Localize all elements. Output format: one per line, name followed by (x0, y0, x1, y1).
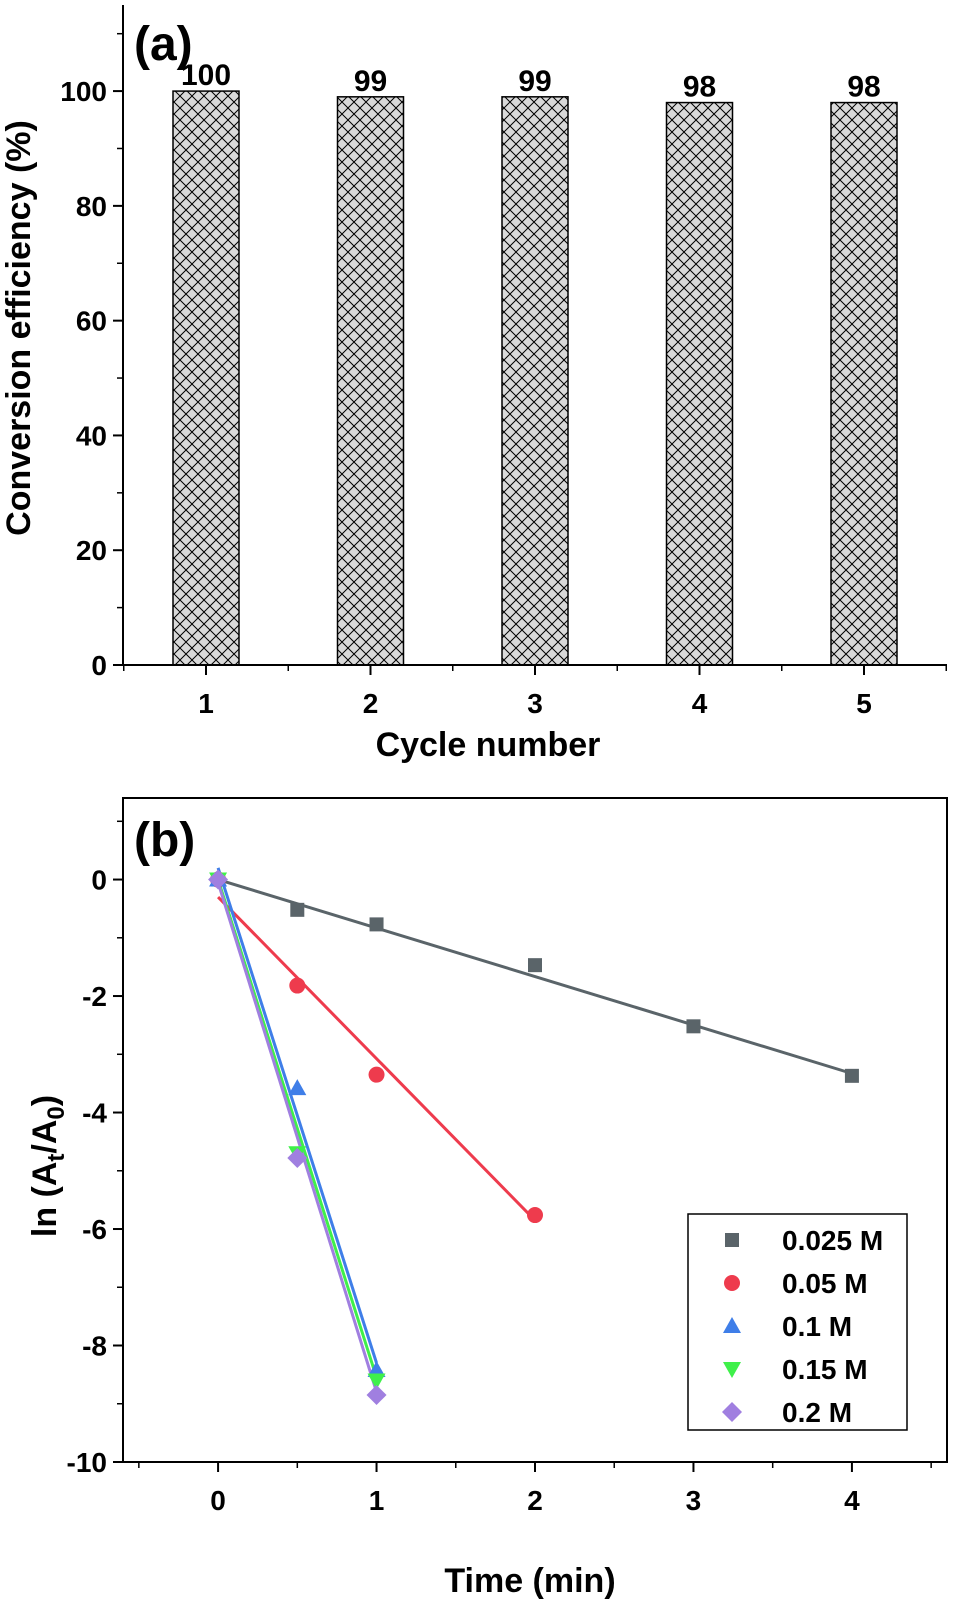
y-tick-label: 40 (76, 420, 107, 451)
x-tick-label: 2 (363, 688, 379, 719)
x-tick-label: 5 (856, 688, 872, 719)
kinetics-scatter-panel: -10 -8 -6 -4 -2 0 0 1 2 3 4 (b) Time (min) ln (At/… (26, 797, 948, 1599)
kinetics-chart-axes: -10 -8 -6 -4 -2 0 0 1 2 3 4 (67, 797, 948, 1516)
x-tick-label: 4 (692, 688, 708, 719)
data-point (366, 1385, 387, 1406)
data-point (290, 902, 305, 917)
data-point (686, 1019, 701, 1034)
data-point (369, 917, 384, 932)
bar-value-labels: 100 99 99 98 98 (181, 59, 881, 103)
x-tick-label: 1 (369, 1485, 385, 1516)
legend-marker (722, 1402, 742, 1422)
data-point (208, 869, 229, 890)
bar-value-label: 99 (354, 65, 387, 98)
bar (172, 90, 240, 666)
bar (665, 101, 734, 666)
y-tick-label: 100 (60, 76, 107, 107)
y-tick-label: -6 (82, 1214, 107, 1245)
fit-line (216, 867, 378, 1364)
x-tick-label: 2 (527, 1485, 543, 1516)
bar (336, 96, 405, 666)
data-point (367, 1360, 386, 1377)
y-tick-label: 60 (76, 306, 107, 337)
data-point (288, 1079, 307, 1096)
bar (830, 101, 898, 666)
bar-series (172, 90, 898, 666)
legend-entry: 0.15 M (782, 1354, 868, 1385)
bar-value-label: 98 (847, 71, 880, 104)
y-tick-label: -10 (67, 1447, 107, 1478)
fit-line (216, 882, 378, 1393)
data-point (289, 977, 306, 994)
y-tick-label: 80 (76, 191, 107, 222)
panel-label-a: (a) (134, 18, 193, 71)
x-tick-label: 0 (210, 1485, 226, 1516)
legend-marker (723, 1362, 741, 1378)
bar (501, 96, 569, 666)
data-point (368, 1066, 385, 1083)
legend-entry: 0.2 M (782, 1397, 852, 1428)
y-tick-label: -2 (82, 981, 107, 1012)
data-point (367, 1373, 386, 1390)
legend: 0.025 M 0.05 M 0.1 M 0.15 M 0.2 M (687, 1213, 908, 1431)
kinetics-chart-xlabel: Time (min) (444, 1562, 615, 1599)
x-tick-label: 4 (844, 1485, 860, 1516)
fit-line (217, 895, 537, 1222)
y-tick-label: 20 (76, 535, 107, 566)
bar-chart-ylabel: Conversion efficiency (%) (0, 120, 38, 536)
bar-value-label: 100 (181, 59, 231, 92)
legend-entry: 0.1 M (782, 1311, 852, 1342)
legend-marker (725, 1233, 739, 1247)
data-point (844, 1068, 859, 1083)
legend-box (687, 1213, 908, 1431)
data-point (527, 1207, 543, 1224)
x-tick-label: 3 (527, 688, 543, 719)
bar-chart-panel: 100 99 99 98 98 0 20 40 60 80 100 1 2 3 4 5 (a) Cycle … (0, 5, 947, 764)
legend-entry: 0.025 M (782, 1225, 883, 1256)
legend-marker (724, 1275, 740, 1291)
legend-marker (723, 1317, 741, 1333)
fit-lines (216, 867, 853, 1393)
bar-value-label: 98 (683, 71, 716, 104)
data-point (287, 1147, 308, 1168)
panel-label-b: (b) (134, 814, 195, 867)
bar-chart-xlabel: Cycle number (376, 726, 601, 764)
y-tick-label: 0 (91, 865, 107, 896)
y-tick-label: 0 (91, 650, 107, 681)
kinetics-chart-ylabel: ln (At/A0) (26, 1095, 70, 1237)
data-point (528, 958, 542, 973)
bar-value-label: 99 (518, 65, 551, 98)
y-tick-label: -4 (82, 1098, 107, 1129)
legend-entry: 0.05 M (782, 1268, 868, 1299)
x-tick-label: 1 (198, 688, 214, 719)
data-points (208, 869, 859, 1406)
bar-chart-axes: 0 20 40 60 80 100 1 2 3 4 5 (60, 5, 947, 719)
fit-line (217, 878, 853, 1075)
y-tick-label: -8 (82, 1331, 107, 1362)
x-tick-label: 3 (686, 1485, 702, 1516)
